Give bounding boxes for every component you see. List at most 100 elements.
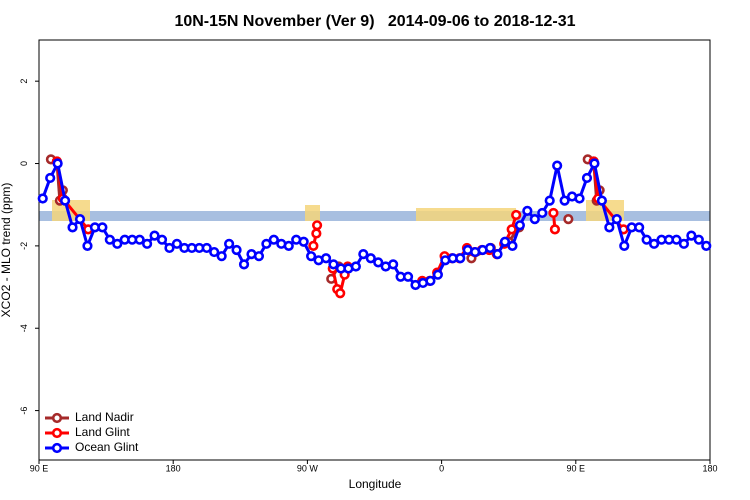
data-point bbox=[74, 214, 86, 225]
data-point bbox=[149, 230, 160, 241]
legend-label: Land Glint bbox=[75, 425, 130, 439]
legend-label: Land Nadir bbox=[75, 410, 134, 424]
data-point bbox=[432, 269, 443, 280]
data-point bbox=[522, 205, 533, 216]
data-point bbox=[634, 222, 645, 233]
data-point bbox=[589, 158, 600, 169]
data-point bbox=[104, 234, 115, 245]
data-point bbox=[311, 228, 322, 239]
data-point bbox=[164, 242, 175, 254]
data-point bbox=[358, 249, 369, 260]
data-point bbox=[425, 275, 436, 286]
data-point bbox=[507, 240, 518, 251]
data-point bbox=[134, 234, 145, 245]
data-point bbox=[514, 220, 525, 231]
data-point bbox=[537, 207, 548, 219]
data-point bbox=[641, 234, 652, 245]
data-point bbox=[455, 253, 466, 264]
data-point bbox=[52, 158, 63, 169]
data-point bbox=[365, 253, 376, 264]
data-point bbox=[216, 251, 227, 262]
y-tick-label: -2 bbox=[19, 242, 29, 250]
data-point bbox=[388, 259, 399, 270]
data-point bbox=[548, 207, 559, 219]
legend-marker bbox=[51, 442, 63, 454]
data-point bbox=[574, 193, 585, 204]
legend-label: Ocean Glint bbox=[75, 440, 139, 454]
x-tick-label: 180 bbox=[702, 463, 717, 473]
data-point bbox=[701, 240, 712, 251]
data-point bbox=[559, 195, 570, 206]
data-point bbox=[506, 224, 517, 235]
x-tick-label: 90 E bbox=[30, 463, 49, 473]
data-point bbox=[511, 209, 522, 221]
data-point bbox=[552, 160, 563, 171]
y-axis-label: XCO2 - MLO trend (ppm) bbox=[0, 183, 13, 318]
data-point bbox=[648, 238, 660, 249]
data-point bbox=[59, 195, 71, 206]
x-tick-label: 180 bbox=[166, 463, 181, 473]
data-point bbox=[544, 195, 555, 206]
data-point bbox=[492, 249, 503, 260]
data-point bbox=[308, 240, 319, 251]
data-point bbox=[231, 244, 242, 256]
data-point bbox=[67, 222, 78, 233]
data-point bbox=[581, 172, 593, 184]
data-point bbox=[306, 251, 317, 262]
series bbox=[37, 158, 712, 291]
data-point bbox=[335, 288, 346, 299]
legend-marker bbox=[51, 427, 63, 439]
x-tick-label: 0 bbox=[439, 463, 444, 473]
data-point bbox=[611, 214, 622, 225]
y-tick-label: 0 bbox=[19, 161, 29, 166]
data-point bbox=[142, 238, 153, 249]
data-point bbox=[619, 240, 630, 251]
data-point bbox=[484, 242, 496, 254]
data-point bbox=[82, 240, 93, 251]
data-point bbox=[201, 242, 212, 254]
data-point bbox=[156, 234, 168, 245]
data-point bbox=[529, 214, 540, 225]
chart-title: 10N-15N November (Ver 9) 2014-09-06 to 2… bbox=[174, 13, 575, 30]
y-tick-label: 2 bbox=[19, 79, 29, 84]
data-point bbox=[563, 214, 574, 225]
data-point bbox=[549, 224, 561, 235]
data-point bbox=[671, 234, 682, 245]
x-tick-label: 90 W bbox=[297, 463, 319, 473]
ocean-strip bbox=[39, 211, 710, 221]
data-point bbox=[402, 271, 414, 282]
data-point bbox=[311, 220, 323, 231]
data-point bbox=[268, 234, 279, 245]
data-point bbox=[350, 261, 361, 272]
data-point bbox=[37, 193, 48, 204]
data-point bbox=[253, 251, 265, 262]
data-point bbox=[373, 257, 384, 268]
data-point bbox=[238, 259, 250, 270]
data-point bbox=[328, 259, 339, 270]
data-point bbox=[604, 222, 615, 233]
data-point bbox=[693, 234, 704, 245]
land-patch bbox=[305, 205, 320, 221]
data-point bbox=[171, 238, 183, 249]
legend-marker bbox=[51, 412, 63, 424]
data-point bbox=[686, 230, 697, 241]
data-point bbox=[261, 238, 272, 249]
data-point bbox=[209, 246, 220, 258]
x-axis-label: Longitude bbox=[349, 477, 402, 491]
y-tick-label: -4 bbox=[19, 324, 29, 332]
data-point bbox=[678, 238, 690, 249]
land-patch bbox=[416, 208, 516, 221]
plot-frame bbox=[38, 39, 711, 461]
data-point bbox=[499, 236, 511, 247]
data-point bbox=[283, 240, 294, 251]
y-tick-label: -6 bbox=[19, 407, 29, 415]
data-point bbox=[97, 222, 108, 233]
data-point bbox=[224, 238, 235, 249]
data-point bbox=[112, 238, 123, 249]
data-point bbox=[45, 172, 56, 184]
data-point bbox=[320, 253, 332, 264]
data-point bbox=[596, 195, 607, 206]
x-tick-label: 90 E bbox=[567, 463, 586, 473]
